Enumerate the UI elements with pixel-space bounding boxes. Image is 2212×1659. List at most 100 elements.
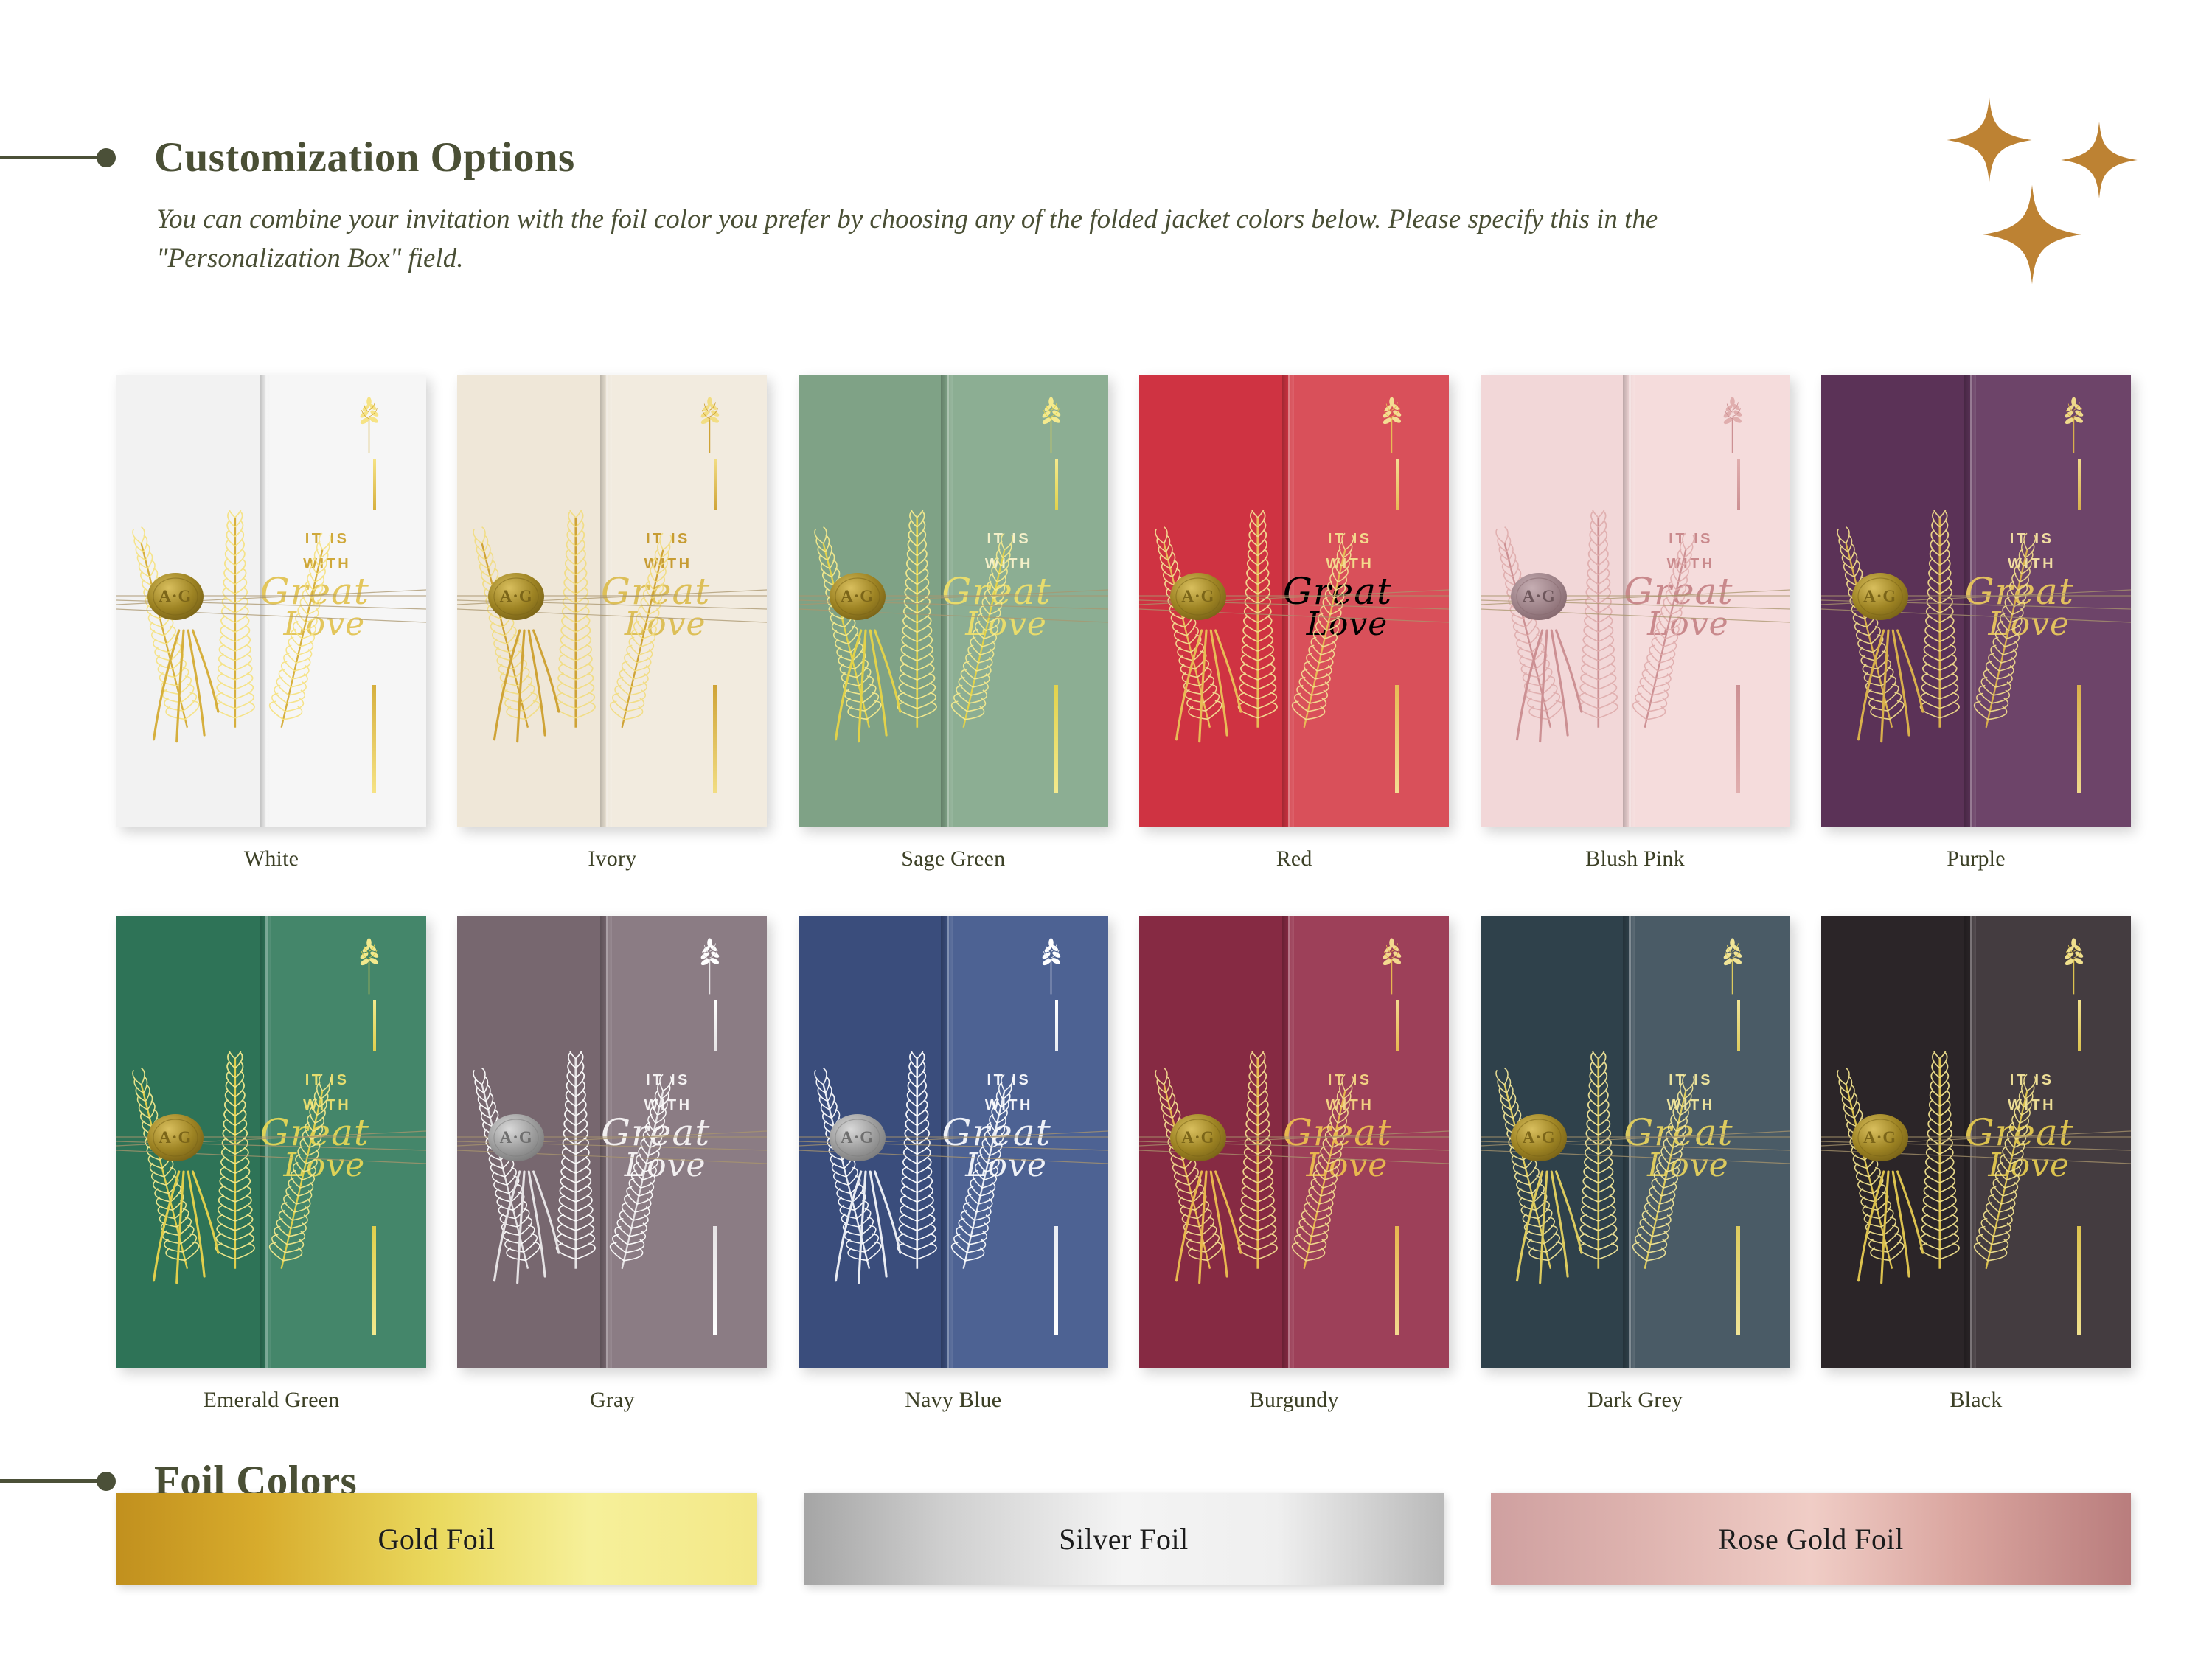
vertical-rule-top	[2077, 458, 2081, 511]
jacket-color-cell[interactable]: IT IS WITH Great Love	[1820, 375, 2131, 872]
invitation-card-preview[interactable]: IT IS WITH Great Love	[116, 375, 426, 827]
invitation-card-preview[interactable]: IT IS WITH Great Love	[116, 916, 426, 1368]
vertical-rule-bottom	[1736, 1225, 1740, 1335]
card-tagline: IT IS WITH	[1970, 1068, 2094, 1119]
invitation-card-preview[interactable]: IT IS WITH Great Love	[1820, 375, 2131, 827]
fold-shadow	[599, 375, 612, 827]
jacket-color-cell[interactable]: IT IS WITH Great Love	[457, 916, 768, 1413]
heading-rule	[0, 156, 100, 159]
page-title: Customization Options	[154, 134, 575, 181]
fold-shadow	[259, 916, 271, 1368]
seal-threads-icon	[493, 1170, 560, 1284]
botanical-bouquet-icon	[1495, 510, 1695, 728]
vertical-rule-bottom	[2076, 684, 2081, 793]
jacket-color-cell[interactable]: IT IS WITH Great Love	[116, 916, 426, 1413]
vertical-rule-bottom	[1054, 1225, 1058, 1335]
jacket-color-cell[interactable]: IT IS WITH Great Love	[1139, 916, 1450, 1413]
tagline-line-1: IT IS	[1327, 1071, 1372, 1088]
card-script-text: Great Love	[566, 573, 745, 641]
sparkle-decoration-group	[1945, 96, 2166, 310]
tagline-line-1: IT IS	[2009, 530, 2054, 547]
invitation-card-preview[interactable]: IT IS WITH Great Love	[1480, 916, 1790, 1368]
seal-monogram: A·G	[499, 1127, 533, 1147]
invitation-card-preview[interactable]: IT IS WITH Great Love	[1139, 375, 1450, 827]
seal-threads-icon	[1857, 629, 1924, 743]
sparkle-icon	[1982, 184, 2082, 285]
foil-swatch[interactable]: Silver Foil	[804, 1493, 1444, 1585]
card-main-panel	[1969, 375, 2131, 827]
seal-monogram: A·G	[159, 1127, 192, 1147]
fold-shadow	[1623, 375, 1635, 827]
fold-highlight	[1969, 375, 1972, 827]
foil-swatch[interactable]: Gold Foil	[116, 1493, 757, 1585]
card-main-panel	[947, 916, 1108, 1368]
fold-shadow	[1623, 916, 1635, 1368]
sprig-icon	[1723, 397, 1742, 453]
fold-shadow	[941, 916, 953, 1368]
jacket-color-cell[interactable]: IT IS WITH Great Love	[798, 375, 1108, 872]
wax-seal: A·G	[487, 572, 545, 621]
tagline-line-1: IT IS	[305, 530, 349, 547]
jacket-color-cell[interactable]: IT IS WITH Great Love	[1820, 916, 2131, 1413]
fold-shadow	[599, 916, 612, 1368]
seal-monogram: A·G	[1522, 586, 1556, 605]
jacket-color-cell[interactable]: IT IS WITH Great Love	[116, 375, 426, 872]
fold-highlight	[1287, 375, 1290, 827]
vertical-rule-top	[372, 999, 376, 1052]
card-tagline: IT IS WITH	[1288, 526, 1412, 577]
wax-seal: A·G	[1169, 1113, 1227, 1162]
wax-seal: A·G	[147, 1113, 204, 1162]
tagline-line-1: IT IS	[987, 1071, 1032, 1088]
card-tagline: IT IS WITH	[606, 526, 730, 577]
fold-highlight	[1629, 375, 1632, 827]
tagline-line-1: IT IS	[1669, 530, 1714, 547]
tagline-line-1: IT IS	[987, 530, 1032, 547]
vertical-rule-bottom	[2076, 1225, 2081, 1335]
invitation-card-preview[interactable]: IT IS WITH Great Love	[457, 375, 768, 827]
tagline-line-2: WITH	[1326, 556, 1374, 573]
jacket-color-label: Blush Pink	[1585, 846, 1685, 871]
fold-highlight	[265, 916, 268, 1368]
invitation-card-preview[interactable]: IT IS WITH Great Love	[1480, 375, 1790, 827]
card-main-panel	[1629, 916, 1790, 1368]
tagline-line-2: WITH	[1666, 1097, 1715, 1114]
vertical-rule-top	[1396, 999, 1399, 1052]
invitation-card-preview[interactable]: IT IS WITH Great Love	[798, 916, 1108, 1368]
invitation-card-preview[interactable]: IT IS WITH Great Love	[457, 916, 768, 1368]
jacket-color-cell[interactable]: IT IS WITH Great Love	[457, 375, 768, 872]
script-line-2: Love	[1988, 1147, 2070, 1185]
tagline-line-2: WITH	[2008, 556, 2056, 573]
wax-seal: A·G	[1851, 572, 1909, 621]
jacket-color-cell[interactable]: IT IS WITH Great Love	[1139, 375, 1450, 872]
invitation-card-preview[interactable]: IT IS WITH Great Love	[1820, 916, 2131, 1368]
heading-dot	[97, 1471, 116, 1491]
seal-threads-icon	[1175, 629, 1242, 743]
jacket-color-row-2: IT IS WITH Great Love	[116, 916, 2131, 1413]
botanical-bouquet-icon	[1495, 1051, 1695, 1269]
script-line-2: Love	[1306, 1147, 1388, 1185]
card-main-panel	[606, 375, 768, 827]
seal-monogram: A·G	[840, 586, 874, 605]
sprig-icon	[360, 397, 379, 453]
card-main-panel	[265, 916, 426, 1368]
jacket-color-cell[interactable]: IT IS WITH Great Love	[798, 916, 1108, 1413]
tagline-line-1: IT IS	[646, 1071, 690, 1088]
seal-monogram: A·G	[1181, 586, 1215, 605]
jacket-color-cell[interactable]: IT IS WITH Great Love	[1480, 916, 1790, 1413]
seal-threads-icon	[493, 629, 560, 743]
seal-monogram: A·G	[1863, 586, 1897, 605]
seal-monogram: A·G	[1522, 1127, 1556, 1147]
invitation-card-preview[interactable]: IT IS WITH Great Love	[798, 375, 1108, 827]
invitation-card-preview[interactable]: IT IS WITH Great Love	[1139, 916, 1450, 1368]
sprig-icon	[1042, 938, 1060, 994]
jacket-color-cell[interactable]: IT IS WITH Great Love	[1480, 375, 1790, 872]
customization-subtitle: You can combine your invitation with the…	[156, 204, 1658, 274]
foil-swatch[interactable]: Rose Gold Foil	[1491, 1493, 2131, 1585]
jacket-color-row-1: IT IS WITH Great Love	[116, 375, 2131, 872]
card-tagline: IT IS WITH	[1288, 1068, 1412, 1119]
fold-highlight	[1287, 916, 1290, 1368]
botanical-bouquet-icon	[1155, 1051, 1354, 1269]
vertical-rule-bottom	[1395, 1225, 1399, 1335]
jacket-color-label: Ivory	[588, 846, 637, 871]
heading-rule	[0, 1479, 100, 1483]
